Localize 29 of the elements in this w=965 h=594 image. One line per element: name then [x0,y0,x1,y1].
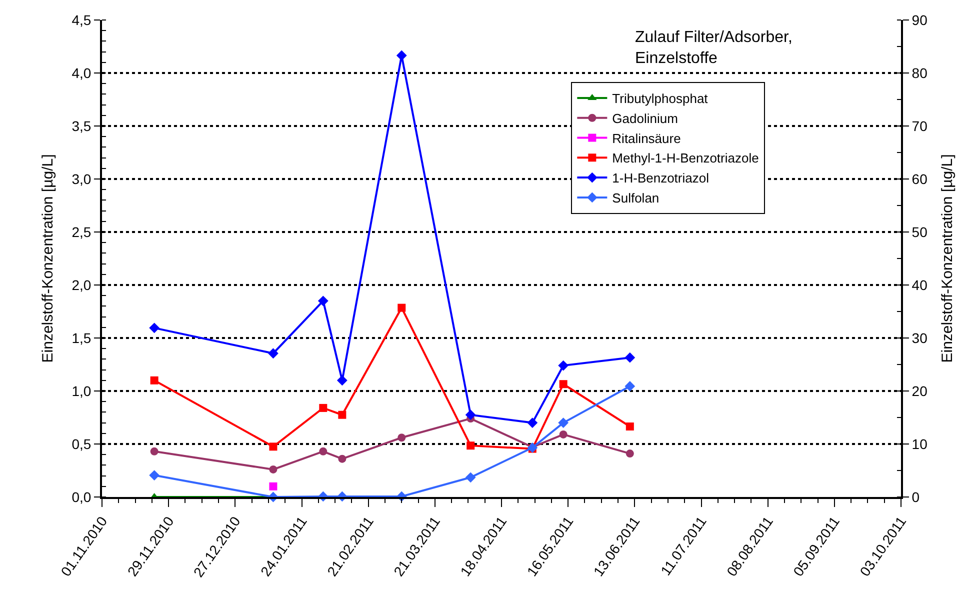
y2-tick-label: 80 [912,64,928,81]
y2-tick-label: 40 [912,276,928,293]
y-tick-label: 3,5 [72,118,92,134]
y2-tick-label: 50 [912,224,928,240]
y2-tick-label: 20 [912,382,928,399]
y-tick-label: 0,0 [72,488,92,505]
legend-label: 1-H-Benzotriazol [612,170,710,186]
y-tick-label: 2,0 [72,276,92,293]
legend-label: Methyl-1-H-Benzotriazole [612,150,759,166]
y2-tick-label: 0 [912,488,920,505]
legend-label: Gadolinium [612,110,678,126]
y-axis-title: Einzelstoff-Konzentration [µg/L] [39,154,56,363]
y-tick-label: 1,0 [72,382,92,399]
y2-tick-label: 90 [912,12,928,28]
y-tick-label: 0,5 [72,436,92,452]
y2-tick-label: 70 [912,118,928,134]
y2-tick-label: 60 [912,170,928,187]
y2-tick-label: 30 [912,330,928,346]
y-tick-label: 4,0 [72,64,92,81]
y-tick-label: 2,5 [72,224,92,240]
legend-label: Ritalinsäure [612,130,681,146]
legend-label: Sulfolan [612,190,660,206]
legend-title: Zulauf Filter/Adsorber, Einzelstoffe [635,29,792,67]
y-tick-label: 1,5 [72,330,92,346]
y-tick-label: 3,0 [72,170,92,187]
y2-tick-label: 10 [912,436,928,452]
y2-axis-title: Einzelstoff-Konzentration [µg/L] [939,154,956,363]
y-tick-label: 4,5 [72,12,92,28]
legend-label: Tributylphosphat [612,91,708,106]
